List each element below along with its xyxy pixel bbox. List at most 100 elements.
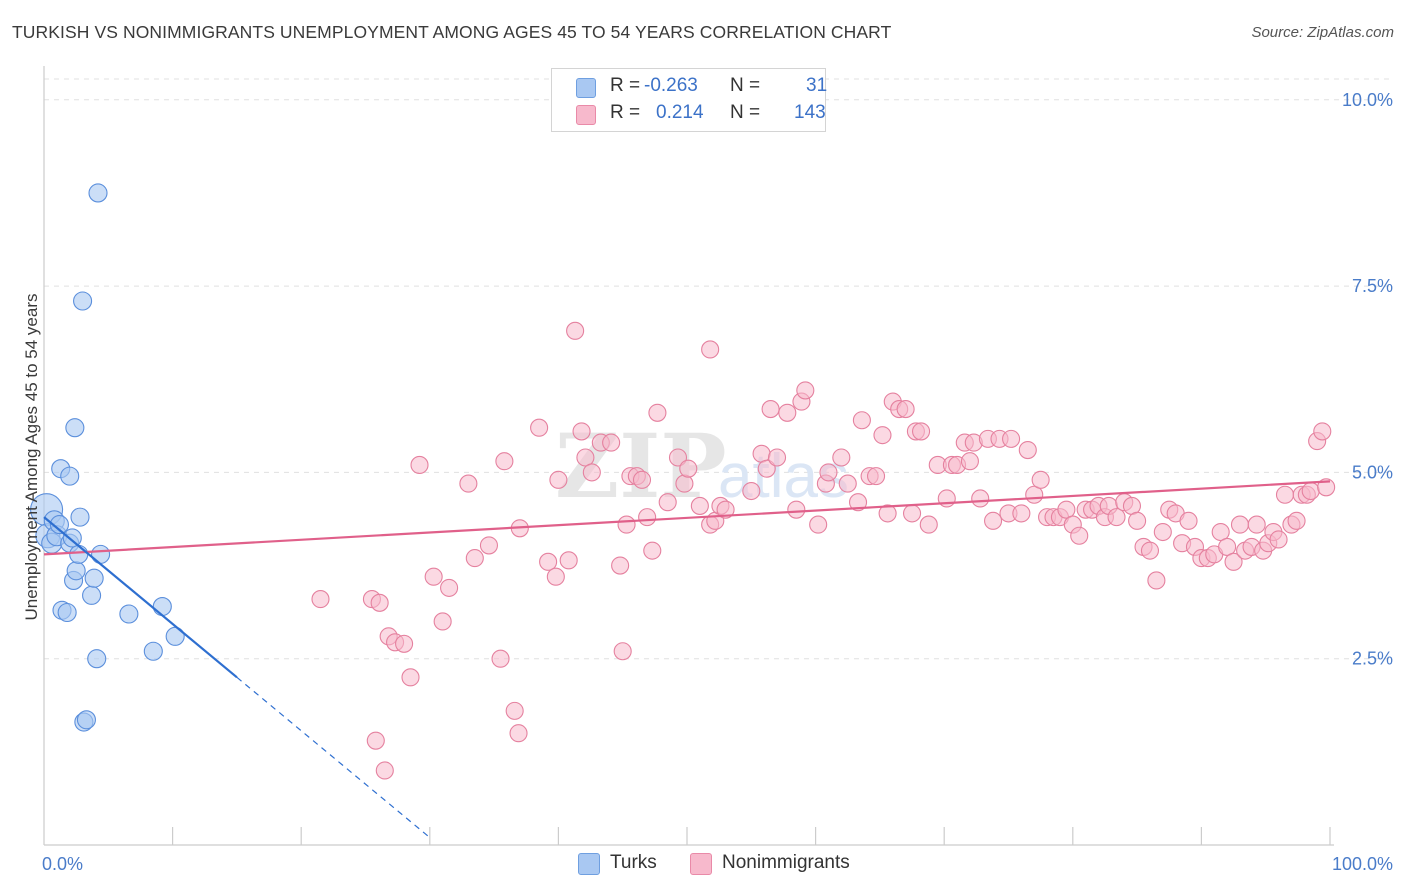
legend-r-value-nonimmigrants: 0.214 bbox=[656, 102, 704, 123]
nonimmigrants-point bbox=[1031, 470, 1050, 489]
nonimmigrants-point bbox=[1230, 515, 1250, 534]
nonimmigrants-point bbox=[742, 481, 761, 501]
nonimmigrants-point bbox=[809, 515, 828, 534]
nonimmigrants-point bbox=[819, 463, 838, 482]
nonimmigrants-point bbox=[546, 567, 565, 586]
nonimmigrants-point bbox=[1147, 571, 1166, 590]
nonimmigrants-point bbox=[1179, 511, 1198, 530]
legend-n-value-turks: 31 bbox=[806, 75, 828, 96]
nonimmigrants-point bbox=[1018, 440, 1037, 460]
nonimmigrants-point bbox=[401, 668, 420, 687]
nonimmigrants-point bbox=[716, 500, 735, 519]
nonimmigrants-point bbox=[1301, 481, 1320, 501]
nonimmigrants-point bbox=[1153, 522, 1172, 542]
nonimmigrants-point bbox=[1275, 485, 1295, 504]
bottom-legend-label-nonimmigrants: Nonimmigrants bbox=[722, 852, 850, 873]
nonimmigrants-trend-line bbox=[43, 480, 1331, 556]
nonimmigrants-point bbox=[395, 634, 414, 653]
nonimmigrants-point bbox=[796, 381, 815, 400]
nonimmigrants-point bbox=[1128, 511, 1147, 530]
turks-point bbox=[70, 507, 90, 527]
nonimmigrants-point bbox=[440, 578, 459, 597]
nonimmigrants-point bbox=[971, 489, 990, 508]
nonimmigrants-point bbox=[311, 590, 330, 609]
nonimmigrants-point bbox=[761, 400, 780, 419]
nonimmigrants-point bbox=[643, 541, 662, 560]
y-tick-label: 7.5% bbox=[1352, 276, 1393, 296]
nonimmigrants-point bbox=[375, 761, 394, 780]
nonimmigrants-point bbox=[1269, 530, 1288, 549]
nonimmigrants-point bbox=[832, 448, 851, 467]
nonimmigrants-point bbox=[896, 400, 915, 419]
tick-labels: 2.5% 5.0% 7.5% 10.0% 0.0% 100.0% bbox=[42, 90, 1393, 874]
nonimmigrants-point bbox=[1057, 500, 1076, 519]
legend-n-label: N = bbox=[730, 102, 761, 123]
grid-layer bbox=[44, 78, 1392, 660]
nonimmigrants-point bbox=[549, 470, 568, 489]
nonimmigrants-point bbox=[919, 515, 938, 534]
nonimmigrants-point bbox=[491, 649, 510, 668]
legend-swatch-nonimmigrants bbox=[576, 105, 596, 125]
nonimmigrants-point bbox=[572, 422, 591, 441]
nonimmigrants-point bbox=[984, 511, 1003, 530]
nonimmigrants-point bbox=[366, 731, 385, 750]
nonimmigrants-point bbox=[509, 724, 528, 743]
nonimmigrants-point bbox=[1211, 522, 1230, 542]
nonimmigrants-point bbox=[576, 448, 595, 467]
nonimmigrants-point bbox=[566, 321, 585, 340]
nonimmigrants-points bbox=[311, 321, 1336, 780]
nonimmigrants-point bbox=[1070, 526, 1089, 545]
bottom-legend-swatch-turks bbox=[578, 853, 600, 875]
nonimmigrants-point bbox=[459, 474, 478, 493]
turks-point bbox=[152, 596, 172, 617]
nonimmigrants-point bbox=[1224, 552, 1243, 571]
turks-point bbox=[66, 561, 86, 581]
nonimmigrants-point bbox=[1247, 515, 1266, 534]
chart-title: TURKISH VS NONIMMIGRANTS UNEMPLOYMENT AM… bbox=[12, 22, 892, 42]
nonimmigrants-point bbox=[902, 504, 922, 523]
turks-point bbox=[73, 291, 93, 311]
nonimmigrants-point bbox=[648, 403, 667, 422]
nonimmigrants-point bbox=[778, 403, 797, 422]
nonimmigrants-point bbox=[701, 340, 720, 359]
turks-point bbox=[76, 710, 96, 730]
turks-point bbox=[87, 649, 107, 669]
bottom-legend-swatch-nonimmigrants bbox=[690, 853, 712, 875]
nonimmigrants-point bbox=[658, 493, 677, 512]
nonimmigrants-point bbox=[530, 418, 549, 437]
nonimmigrants-point bbox=[559, 551, 578, 570]
nonimmigrants-point bbox=[495, 452, 514, 471]
turks-point bbox=[65, 418, 85, 438]
nonimmigrants-point bbox=[690, 496, 709, 515]
legend-r-value-turks: -0.263 bbox=[644, 75, 698, 96]
turks-point bbox=[49, 515, 69, 535]
nonimmigrants-point bbox=[582, 463, 601, 482]
turks-trend-extension bbox=[236, 676, 431, 839]
correlation-legend: R = -0.263 N = 31 R = 0.214 N = 143 bbox=[551, 68, 828, 132]
turks-point bbox=[91, 544, 111, 564]
nonimmigrants-point bbox=[787, 500, 806, 519]
nonimmigrants-point bbox=[1107, 508, 1126, 527]
turks-point bbox=[82, 585, 102, 605]
turks-point bbox=[57, 602, 77, 623]
nonimmigrants-point bbox=[1140, 541, 1160, 560]
turks-point bbox=[60, 466, 80, 486]
legend-r-label: R = bbox=[610, 75, 641, 96]
nonimmigrants-point bbox=[602, 433, 621, 452]
y-tick-label: 10.0% bbox=[1342, 90, 1393, 110]
nonimmigrants-point bbox=[960, 452, 979, 471]
axis-layer bbox=[43, 66, 1334, 846]
nonimmigrants-point bbox=[679, 459, 698, 478]
turks-point bbox=[88, 183, 108, 203]
nonimmigrants-point bbox=[838, 474, 857, 493]
turks-trend-line bbox=[43, 516, 238, 679]
nonimmigrants-point bbox=[912, 422, 931, 441]
nonimmigrants-point bbox=[1012, 504, 1031, 523]
nonimmigrants-point bbox=[638, 508, 657, 527]
nonimmigrants-point bbox=[675, 474, 694, 493]
bottom-legend-label-turks: Turks bbox=[610, 852, 657, 873]
turks-point bbox=[69, 544, 89, 564]
nonimmigrants-point bbox=[370, 593, 389, 612]
nonimmigrants-point bbox=[757, 459, 776, 478]
